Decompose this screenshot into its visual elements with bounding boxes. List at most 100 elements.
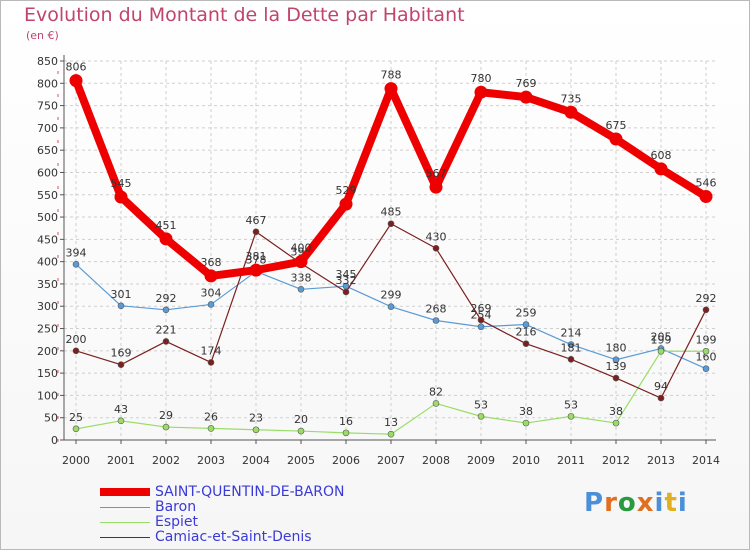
data-point: [522, 419, 530, 427]
data-label: 13: [384, 416, 398, 429]
x-tick-label: 2011: [557, 454, 585, 467]
data-point: [609, 132, 623, 146]
data-point: [387, 430, 395, 438]
data-label: 43: [114, 403, 128, 416]
x-tick-label: 2005: [287, 454, 315, 467]
legend-swatch-saint-quentin: [100, 488, 150, 496]
data-label: 216: [516, 326, 537, 339]
data-label: 26: [204, 410, 218, 423]
y-tick-label: 250: [37, 323, 58, 336]
data-point: [72, 425, 80, 433]
data-label: 53: [474, 398, 488, 411]
legend-label-camiac: Camiac-et-Saint-Denis: [155, 529, 312, 545]
proxiti-logo: Proxiti: [584, 488, 688, 518]
x-tick-label: 2012: [602, 454, 630, 467]
data-point: [342, 429, 350, 437]
chart-unit: (en €): [26, 29, 59, 42]
data-label: 292: [696, 292, 717, 305]
logo-letter: P: [584, 488, 605, 518]
legend-label-espiet: Espiet: [155, 514, 199, 530]
y-tick-label: 50: [44, 412, 58, 425]
y-tick-label: 300: [37, 300, 58, 313]
data-point: [114, 190, 128, 204]
data-point: [207, 301, 215, 308]
series-2: 25 43 29 26 23 20 16 13 82 53 38 53 38 199 199: [69, 333, 717, 438]
data-point: [117, 302, 125, 310]
series-3: 2001692211744673963324854302692161811399…: [66, 206, 717, 402]
data-point: [567, 355, 575, 363]
data-label: 82: [429, 385, 443, 398]
x-tick-label: 2010: [512, 454, 540, 467]
y-tick-label: 150: [37, 367, 58, 380]
data-point: [384, 82, 398, 96]
data-point: [69, 74, 83, 88]
logo-letter: x: [636, 488, 655, 518]
legend-label-baron: Baron: [155, 499, 197, 515]
data-label: 788: [381, 69, 402, 82]
logo-letter: r: [604, 488, 618, 518]
data-label: 160: [696, 351, 717, 364]
data-label: 546: [696, 177, 717, 190]
data-point: [477, 413, 485, 420]
grid: [64, 60, 716, 441]
data-label: 180: [606, 342, 627, 355]
data-label: 29: [159, 409, 173, 422]
y-tick-label: 850: [37, 55, 58, 68]
data-label: 23: [249, 412, 263, 425]
data-label: 338: [291, 271, 312, 284]
data-label: 174: [201, 344, 222, 357]
data-point: [387, 220, 395, 228]
logo-letter: i: [677, 488, 688, 518]
data-point: [162, 306, 170, 314]
data-label: 205: [651, 331, 672, 344]
data-label: 299: [381, 289, 402, 302]
data-label: 20: [294, 413, 308, 426]
data-label: 368: [201, 256, 222, 269]
data-label: 394: [66, 246, 87, 259]
data-label: 214: [561, 327, 582, 340]
data-label: 378: [246, 253, 267, 266]
data-label: 675: [606, 119, 627, 132]
data-label: 25: [69, 411, 83, 424]
data-point: [294, 255, 308, 269]
data-point: [204, 269, 218, 283]
data-label: 200: [66, 333, 87, 346]
data-point: [567, 413, 575, 420]
data-point: [432, 244, 440, 252]
data-label: 529: [336, 184, 357, 197]
data-point: [612, 419, 620, 427]
y-tick-label: 200: [37, 345, 58, 358]
data-point: [72, 261, 80, 268]
data-point: [339, 197, 353, 211]
data-label: 430: [426, 230, 447, 243]
data-point: [567, 341, 575, 348]
data-point: [477, 323, 485, 331]
y-tick-label: 650: [37, 144, 58, 157]
x-tick-label: 2009: [467, 454, 495, 467]
data-label: 769: [516, 77, 537, 90]
x-tick-label: 2003: [197, 454, 225, 467]
data-label: 806: [66, 61, 87, 74]
data-label: 169: [111, 347, 132, 360]
data-point: [657, 394, 665, 402]
data-point: [432, 400, 440, 407]
series-0: 806 545 451 368 381 400 529 788 567 780 769 735 675 6…: [66, 61, 717, 283]
data-point: [654, 162, 668, 176]
data-point: [162, 423, 170, 431]
data-label: 400: [291, 242, 312, 255]
data-label: 259: [516, 307, 537, 320]
logo-letter: t: [664, 488, 678, 518]
data-point: [207, 425, 215, 432]
legend-swatch-camiac: [100, 537, 150, 538]
y-tick-label: 700: [37, 122, 58, 135]
y-tick-label: 100: [37, 389, 58, 402]
data-label: 38: [609, 405, 623, 418]
data-label: 301: [111, 288, 132, 301]
data-label: 567: [426, 167, 447, 180]
data-label: 16: [339, 415, 353, 428]
data-point: [657, 347, 665, 355]
y-tick-label: 500: [37, 211, 58, 224]
